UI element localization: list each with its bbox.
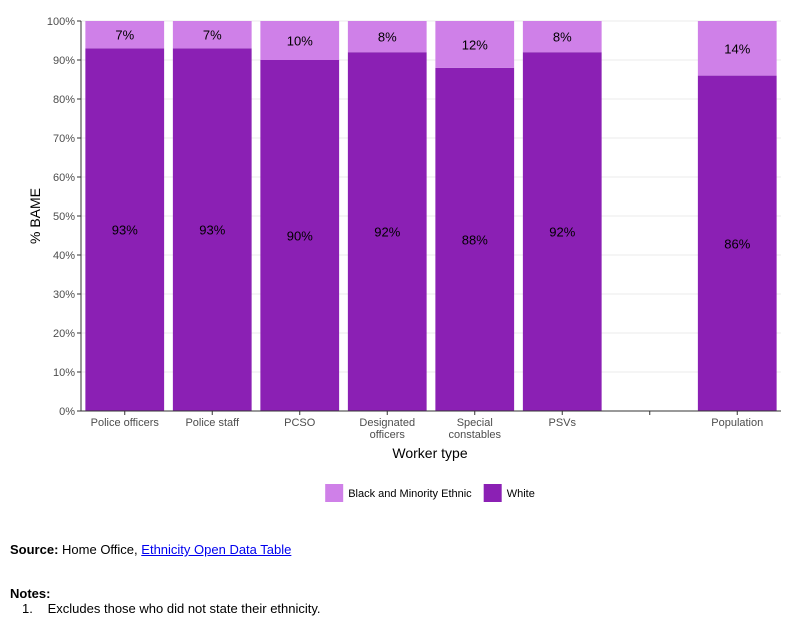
y-tick-label: 70% bbox=[53, 133, 75, 145]
data-label: 8% bbox=[553, 30, 572, 45]
axes: 0% 10% 20% 30% 40% 50% 60% 70% 80% 90% 100% Police … bbox=[47, 16, 781, 441]
y-tick-label: 0% bbox=[59, 406, 75, 418]
bar-white bbox=[522, 52, 602, 411]
bar-black-and-minority-ethnic bbox=[697, 21, 777, 76]
data-label: 8% bbox=[378, 30, 397, 45]
y-tick-label: 20% bbox=[53, 328, 75, 340]
data-label: 88% bbox=[462, 232, 488, 247]
data-label: 12% bbox=[462, 37, 488, 52]
data-label: 92% bbox=[374, 225, 400, 240]
notes-title: Notes: bbox=[10, 586, 51, 601]
data-label: 92% bbox=[549, 225, 575, 240]
bars bbox=[85, 21, 777, 412]
x-tick-label: Population bbox=[711, 417, 763, 429]
bar-black-and-minority-ethnic bbox=[347, 21, 427, 53]
bar-black-and-minority-ethnic bbox=[260, 21, 340, 60]
y-tick-label: 50% bbox=[53, 211, 75, 223]
y-tick-label: 60% bbox=[53, 172, 75, 184]
data-label: 86% bbox=[724, 236, 750, 251]
x-tick-label: PCSO bbox=[284, 417, 316, 429]
legend: Black and Minority Ethnic White bbox=[325, 484, 535, 502]
legend-swatch bbox=[325, 484, 344, 502]
y-tick-label: 90% bbox=[53, 55, 75, 67]
x-tick-label: Special bbox=[457, 417, 493, 429]
bar-black-and-minority-ethnic bbox=[172, 21, 252, 49]
legend-label: Black and Minority Ethnic bbox=[348, 488, 472, 500]
source-line: Source: Home Office, Ethnicity Open Data… bbox=[10, 542, 291, 557]
x-tick-label: Police staff bbox=[185, 417, 240, 429]
note-item: 1. Excludes those who did not state thei… bbox=[22, 601, 321, 616]
data-label: 93% bbox=[199, 223, 225, 238]
y-tick-label: 80% bbox=[53, 94, 75, 106]
y-tick-label: 100% bbox=[47, 16, 75, 28]
bar-white bbox=[85, 48, 165, 412]
bar-white bbox=[172, 48, 252, 412]
y-tick-label: 40% bbox=[53, 250, 75, 262]
data-label: 14% bbox=[724, 41, 750, 56]
data-label: 7% bbox=[115, 28, 134, 43]
bar-black-and-minority-ethnic bbox=[522, 21, 602, 53]
data-label: 7% bbox=[203, 28, 222, 43]
y-tick-label: 30% bbox=[53, 289, 75, 301]
y-axis-title: % BAME bbox=[27, 188, 43, 244]
x-tick-label: officers bbox=[370, 429, 406, 441]
bar-white bbox=[347, 52, 427, 411]
x-tick-label: Police officers bbox=[91, 417, 160, 429]
note-number: 1. bbox=[22, 601, 33, 616]
bar-white bbox=[260, 60, 340, 411]
note-text: Excludes those who did not state their e… bbox=[47, 601, 321, 616]
stacked-bar-chart: 0% 10% 20% 30% 40% 50% 60% 70% 80% 90% 100% Police … bbox=[27, 16, 781, 502]
x-tick-label: PSVs bbox=[548, 417, 576, 429]
data-labels: 93% 7% 93% 7% 90% 10% 92% 8% 88% 12% 92% 8% 86% 14% bbox=[112, 28, 751, 252]
y-tick-label: 10% bbox=[53, 367, 75, 379]
notes-list: 1. Excludes those who did not state thei… bbox=[22, 601, 321, 616]
source-link[interactable]: Ethnicity Open Data Table bbox=[141, 542, 292, 557]
source-label: Source: bbox=[10, 542, 59, 557]
bar-white bbox=[435, 67, 515, 412]
legend-label: White bbox=[507, 488, 535, 500]
legend-swatch bbox=[483, 484, 502, 502]
x-tick-label: Designated bbox=[359, 417, 415, 429]
source-text: Home Office, bbox=[62, 542, 138, 557]
x-axis-title: Worker type bbox=[392, 445, 467, 461]
data-label: 93% bbox=[112, 223, 138, 238]
x-tick-label: constables bbox=[448, 429, 501, 441]
bar-white bbox=[697, 75, 777, 411]
bar-black-and-minority-ethnic bbox=[85, 21, 165, 49]
bar-black-and-minority-ethnic bbox=[435, 21, 515, 68]
data-label: 10% bbox=[287, 34, 313, 49]
data-label: 90% bbox=[287, 229, 313, 244]
